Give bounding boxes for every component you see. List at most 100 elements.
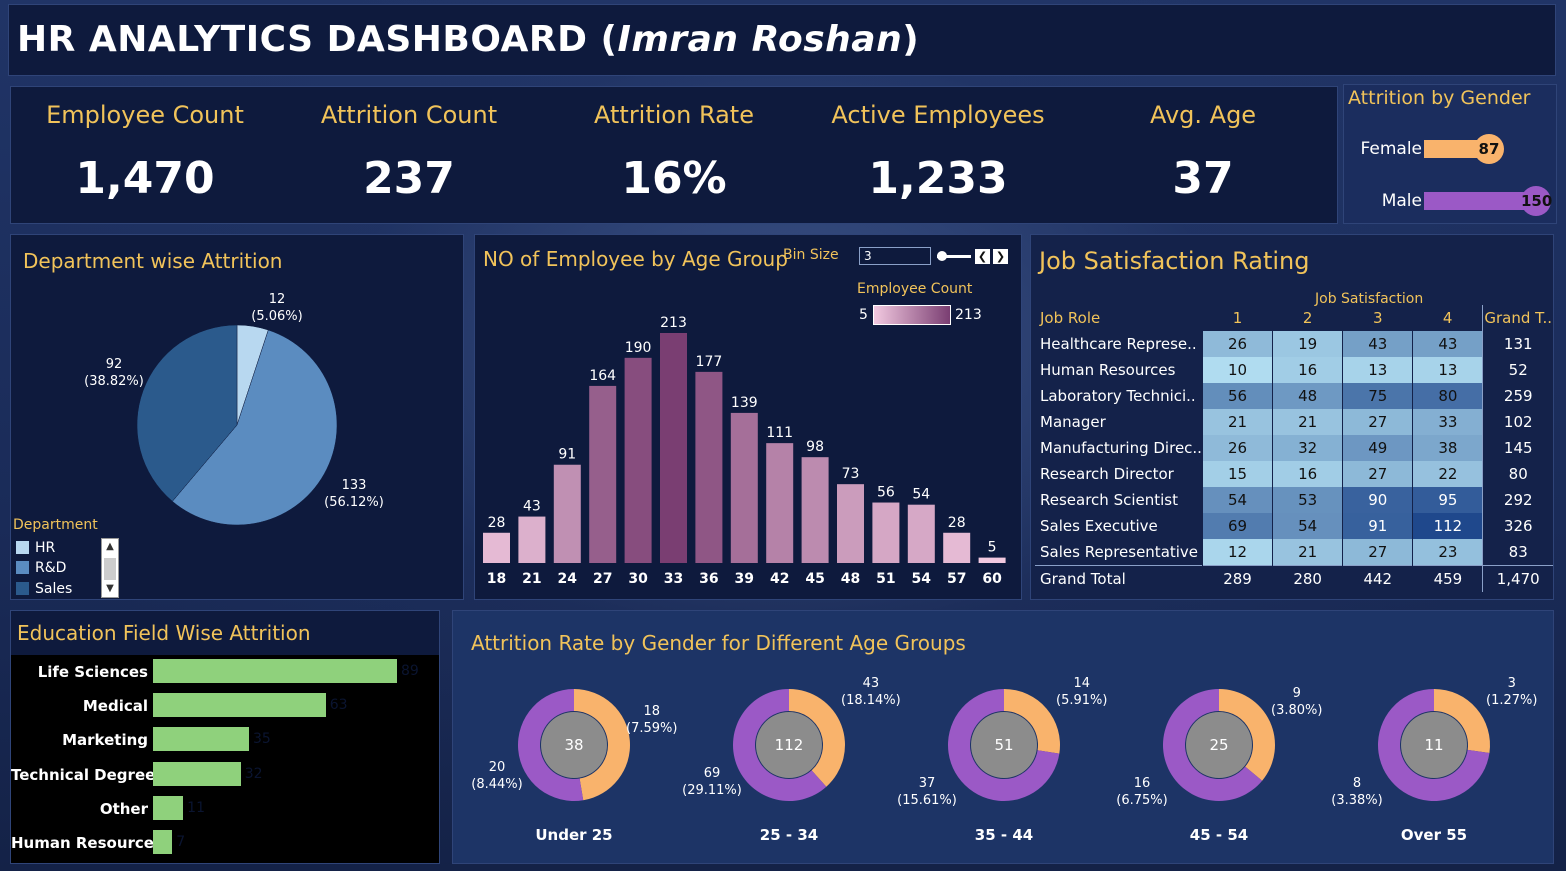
satisfaction-cell[interactable]: 32 [1272, 435, 1343, 461]
donut-segment-female[interactable] [1004, 689, 1060, 754]
pie-slice-rd[interactable] [172, 329, 338, 526]
satisfaction-cell[interactable]: 16 [1272, 461, 1343, 487]
age-bar[interactable] [837, 484, 864, 563]
chevron-left-icon[interactable]: ❮ [975, 249, 990, 264]
donut-segment-male[interactable] [948, 689, 1060, 801]
gender-bar-female[interactable] [1424, 140, 1489, 158]
age-bar[interactable] [943, 532, 971, 563]
satisfaction-cell[interactable]: 27 [1342, 409, 1413, 435]
age-bar[interactable] [589, 385, 617, 563]
donut-segment-female[interactable] [789, 689, 845, 787]
satisfaction-cell[interactable]: 16 [1272, 357, 1343, 383]
legend-scrollbar[interactable]: ▲ ▼ [101, 538, 119, 598]
satisfaction-cell[interactable]: 95 [1412, 487, 1483, 513]
education-bar[interactable] [153, 659, 397, 683]
legend-item-sales[interactable]: Sales [16, 581, 72, 597]
chevron-down-icon[interactable]: ▼ [106, 583, 114, 594]
satisfaction-cell[interactable]: 91 [1342, 513, 1413, 539]
bin-size-slider[interactable] [937, 255, 971, 258]
education-label: Marketing [62, 731, 148, 750]
bin-size-input[interactable] [859, 247, 931, 265]
chevron-up-icon[interactable]: ▲ [106, 541, 114, 552]
satisfaction-cell[interactable]: 13 [1412, 357, 1483, 383]
satisfaction-cell[interactable]: 26 [1201, 435, 1273, 461]
satisfaction-cell[interactable]: 21 [1272, 539, 1343, 566]
satisfaction-cell[interactable]: 26 [1201, 331, 1273, 357]
female-count: 9 [1292, 686, 1301, 701]
pie-slice-sales[interactable] [136, 324, 238, 502]
satisfaction-cell[interactable]: 54 [1201, 487, 1273, 513]
table-row[interactable]: Sales Representative 12 21 27 23 83 [1035, 539, 1553, 566]
donut-segment-male[interactable] [1163, 689, 1263, 801]
chevron-right-icon[interactable]: ❯ [993, 249, 1008, 264]
age-bar[interactable] [872, 502, 900, 563]
donut-male-label: 20 (8.44%) [464, 759, 530, 793]
satisfaction-cell[interactable]: 38 [1412, 435, 1483, 461]
education-bar[interactable] [153, 795, 184, 820]
kpi-employee-count: Employee Count 1,470 [15, 87, 275, 225]
satisfaction-cell[interactable]: 22 [1412, 461, 1483, 487]
satisfaction-cell[interactable]: 80 [1412, 383, 1483, 409]
satisfaction-cell[interactable]: 12 [1201, 539, 1273, 566]
satisfaction-cell[interactable]: 15 [1201, 461, 1273, 487]
age-bar[interactable] [695, 371, 723, 563]
education-bar[interactable] [153, 693, 326, 718]
age-bar[interactable] [483, 532, 510, 563]
row-header: Job Role [1040, 309, 1101, 327]
table-row[interactable]: Research Scientist 54 53 90 95 292 [1035, 487, 1553, 513]
age-bar[interactable] [730, 412, 758, 563]
table-row[interactable]: Laboratory Technici.. 56 48 75 80 259 [1035, 383, 1553, 409]
satisfaction-cell[interactable]: 10 [1201, 357, 1273, 383]
age-bar[interactable] [801, 457, 829, 563]
satisfaction-cell[interactable]: 56 [1201, 383, 1273, 409]
scrollbar-thumb[interactable] [104, 558, 116, 580]
legend-item-rd[interactable]: R&D [16, 560, 66, 576]
satisfaction-cell[interactable]: 75 [1342, 383, 1413, 409]
color-legend-title: Employee Count [857, 281, 973, 297]
table-row[interactable]: Research Director 15 16 27 22 80 [1035, 461, 1553, 487]
donut-segment-male[interactable] [1378, 689, 1490, 801]
satisfaction-cell[interactable]: 27 [1342, 461, 1413, 487]
table-row[interactable]: Human Resources 10 16 13 13 52 [1035, 357, 1553, 383]
age-bar[interactable] [660, 333, 687, 563]
age-bar[interactable] [978, 557, 1006, 563]
table-row[interactable]: Healthcare Represe.. 26 19 43 43 131 [1035, 331, 1553, 357]
gender-bar-male[interactable] [1424, 192, 1536, 210]
slider-handle[interactable] [937, 251, 947, 261]
satisfaction-cell[interactable]: 21 [1201, 409, 1273, 435]
table-row[interactable]: Sales Executive 69 54 91 112 326 [1035, 513, 1553, 539]
satisfaction-cell[interactable]: 23 [1412, 539, 1483, 566]
satisfaction-cell[interactable]: 54 [1272, 513, 1343, 539]
donut-segment-female[interactable] [1434, 689, 1491, 753]
donut-segment-male[interactable] [733, 689, 827, 801]
age-bar[interactable] [907, 504, 935, 563]
age-bar[interactable] [766, 443, 794, 563]
satisfaction-cell[interactable]: 90 [1342, 487, 1413, 513]
education-bar[interactable] [153, 830, 173, 854]
table-row[interactable]: Manufacturing Direc.. 26 32 49 38 145 [1035, 435, 1553, 461]
donut-segment-female[interactable] [1219, 689, 1275, 781]
satisfaction-cell[interactable]: 33 [1412, 409, 1483, 435]
donut-segment-male[interactable] [518, 689, 584, 801]
satisfaction-cell[interactable]: 48 [1272, 383, 1343, 409]
education-bar[interactable] [153, 761, 241, 786]
legend-item-hr[interactable]: HR [16, 540, 55, 556]
satisfaction-cell[interactable]: 53 [1272, 487, 1343, 513]
age-bar[interactable] [518, 516, 546, 563]
pie-count: 133 [341, 478, 367, 493]
satisfaction-cell[interactable]: 69 [1201, 513, 1273, 539]
satisfaction-cell[interactable]: 49 [1342, 435, 1413, 461]
satisfaction-cell[interactable]: 43 [1342, 331, 1413, 357]
age-bar[interactable] [553, 464, 581, 563]
satisfaction-cell[interactable]: 13 [1342, 357, 1413, 383]
satisfaction-cell[interactable]: 27 [1342, 539, 1413, 566]
age-bar[interactable] [624, 357, 652, 563]
satisfaction-cell[interactable]: 112 [1412, 513, 1483, 539]
table-row[interactable]: Manager 21 21 27 33 102 [1035, 409, 1553, 435]
education-bar[interactable] [153, 727, 249, 752]
satisfaction-cell[interactable]: 21 [1272, 409, 1343, 435]
gender-label-male: Male [1381, 191, 1422, 211]
satisfaction-cell[interactable]: 43 [1412, 331, 1483, 357]
satisfaction-cell[interactable]: 19 [1272, 331, 1343, 357]
donut-segment-female[interactable] [574, 689, 630, 801]
